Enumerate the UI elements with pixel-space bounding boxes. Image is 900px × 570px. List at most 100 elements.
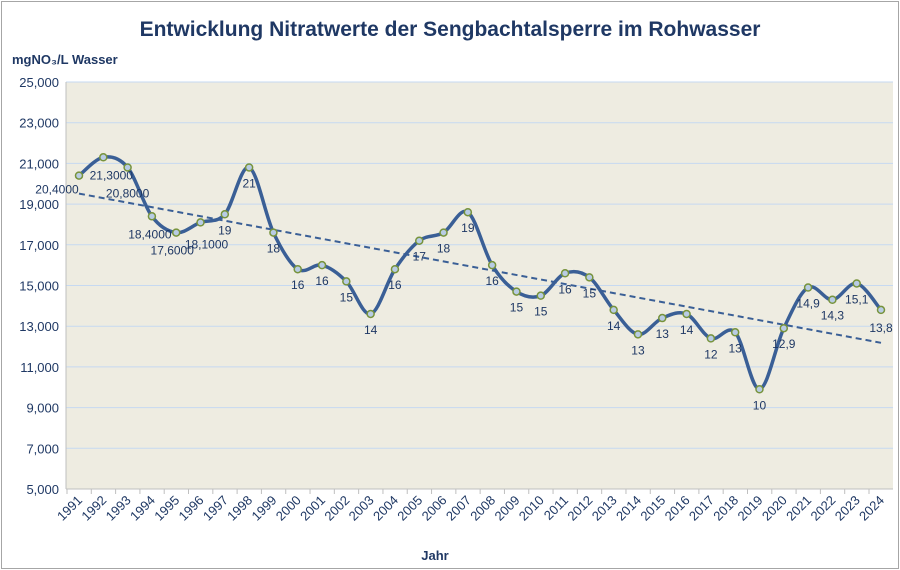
data-point — [123, 163, 132, 172]
x-tick-label: 2012 — [564, 493, 595, 524]
data-label: 14 — [680, 323, 694, 337]
data-point — [269, 228, 278, 237]
data-point — [74, 171, 84, 180]
x-tick-label: 2022 — [807, 493, 838, 524]
y-tick-label: 9,000 — [26, 401, 59, 416]
x-tick-label: 2017 — [686, 493, 717, 524]
x-tick-label: 2011 — [541, 493, 571, 523]
data-label: 17 — [413, 250, 427, 264]
data-label: 10 — [753, 398, 767, 412]
y-tick-label: 15,000 — [19, 279, 59, 294]
series-line — [77, 155, 883, 392]
data-point — [828, 295, 837, 304]
data-point — [852, 279, 861, 288]
data-label: 19 — [218, 223, 232, 237]
x-tick-label: 1995 — [151, 493, 182, 524]
data-point — [609, 305, 618, 315]
data-label: 15,1 — [845, 292, 869, 306]
data-label: 20,4000 — [35, 183, 79, 197]
data-point — [730, 328, 740, 337]
data-point — [755, 385, 764, 394]
data-label: 13,8 — [869, 321, 893, 335]
data-point — [876, 305, 886, 315]
x-tick-label: 2015 — [637, 493, 668, 524]
data-point — [512, 287, 521, 296]
data-point — [682, 309, 691, 319]
data-label: 12,9 — [772, 337, 796, 351]
data-point — [171, 228, 181, 237]
x-tick-label: 2019 — [735, 493, 766, 524]
data-label: 15 — [583, 286, 597, 300]
y-tick-label: 23,000 — [19, 116, 59, 131]
y-tick-label: 7,000 — [26, 441, 59, 456]
data-point — [293, 264, 302, 274]
data-point — [536, 291, 546, 300]
data-point — [560, 269, 570, 278]
data-label: 12 — [704, 347, 718, 361]
data-point — [779, 323, 789, 333]
x-tick-label: 2020 — [759, 493, 790, 524]
data-label: 13 — [729, 341, 743, 355]
data-label: 18 — [437, 242, 451, 256]
x-tick-label: 2006 — [419, 493, 450, 524]
x-tick-label: 2010 — [516, 493, 547, 524]
data-label: 15 — [340, 290, 354, 304]
x-tick-label: 2000 — [273, 493, 304, 524]
data-point — [414, 236, 424, 245]
x-tick-label: 1992 — [78, 493, 109, 524]
data-label: 21 — [242, 176, 256, 190]
x-tick-label: 2002 — [321, 493, 352, 524]
x-tick-label: 2008 — [467, 493, 498, 524]
data-point — [196, 218, 205, 227]
x-tick-label: 2003 — [346, 493, 377, 524]
x-tick-label: 1998 — [224, 493, 255, 524]
data-label: 15 — [510, 301, 524, 315]
data-label: 16 — [558, 282, 572, 296]
data-point — [317, 260, 327, 270]
data-point — [658, 313, 667, 323]
x-tick-label: 2001 — [297, 493, 328, 524]
data-point — [439, 228, 448, 237]
data-point — [99, 153, 108, 162]
data-point — [803, 283, 813, 292]
data-label: 14,9 — [796, 297, 820, 311]
x-tick-label: 1997 — [200, 493, 231, 524]
y-tick-label: 11,000 — [20, 360, 59, 375]
x-tick-label: 2007 — [443, 493, 474, 524]
data-label: 14,3 — [821, 309, 845, 323]
y-tick-label: 5,000 — [26, 482, 59, 497]
x-tick-label: 2009 — [492, 493, 523, 524]
y-tick-label: 21,000 — [19, 156, 59, 171]
x-tick-label: 1991 — [54, 493, 85, 524]
data-point — [244, 163, 254, 172]
x-tick-label: 2016 — [662, 493, 693, 524]
chart-title: Entwicklung Nitratwerte der Sengbachtals… — [139, 18, 761, 41]
data-label: 15 — [534, 305, 548, 319]
x-tick-label: 2014 — [613, 493, 644, 524]
x-tick-label: 1993 — [103, 493, 134, 524]
data-point — [366, 309, 375, 319]
data-label: 18 — [267, 242, 281, 256]
data-point — [390, 264, 400, 274]
data-label: 18,4000 — [128, 227, 172, 241]
x-tick-label: 2018 — [710, 493, 741, 524]
data-label: 13 — [656, 327, 670, 341]
data-label: 17,6000 — [151, 244, 195, 258]
data-point — [585, 273, 594, 282]
y-tick-label: 19,000 — [19, 197, 59, 212]
data-point — [463, 207, 473, 217]
data-point — [706, 334, 716, 343]
data-label: 16 — [291, 278, 305, 292]
data-label: 16 — [315, 274, 329, 288]
y-tick-label: 17,000 — [19, 238, 59, 253]
data-label: 21,3000 — [90, 168, 134, 182]
x-tick-label: 1994 — [127, 493, 158, 524]
data-label: 14 — [607, 319, 621, 333]
data-label: 13 — [631, 343, 645, 357]
x-tick-label: 1999 — [248, 493, 279, 524]
data-point — [633, 330, 643, 339]
y-tick-label: 13,000 — [19, 319, 59, 334]
data-label: 16 — [485, 274, 499, 288]
x-tick-label: 2024 — [856, 493, 887, 524]
